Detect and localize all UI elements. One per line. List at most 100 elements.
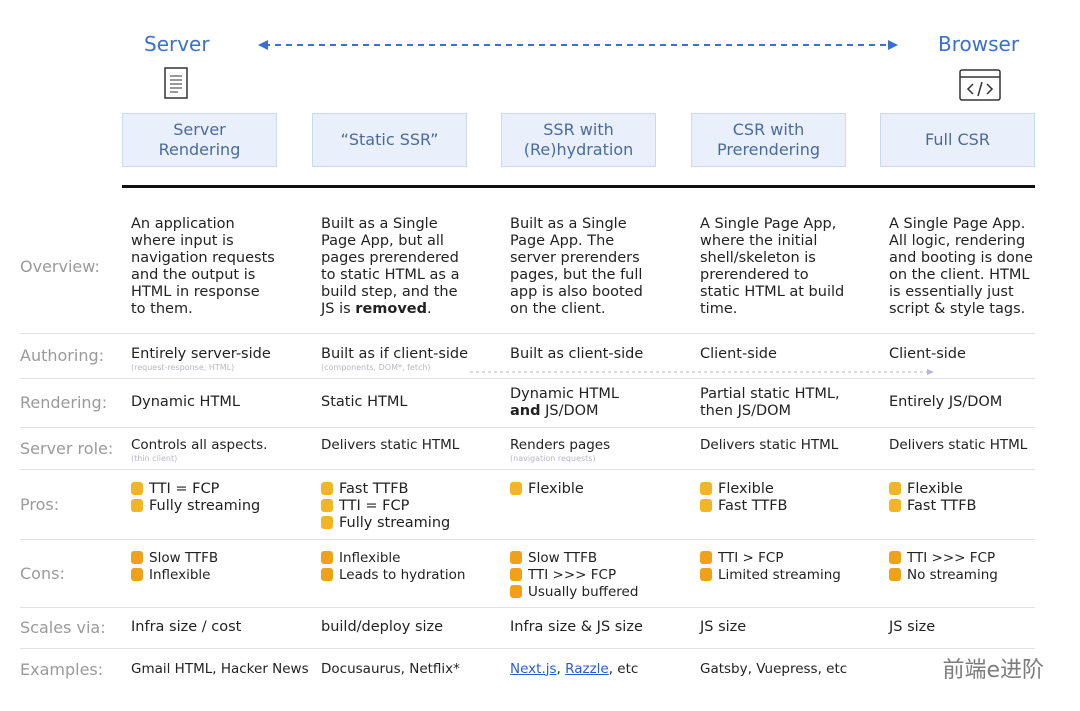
cell-note: (navigation requests)	[510, 454, 596, 463]
cell-line: Gmail HTML, Hacker News	[131, 661, 313, 678]
text: app is also booted	[510, 283, 643, 300]
text: Inflexible	[149, 567, 211, 583]
cell-line: A Single Page App,	[700, 216, 882, 233]
cell-line: app is also booted	[510, 284, 692, 301]
cell-line: to them.	[131, 301, 313, 318]
text: on the client.	[510, 300, 606, 317]
text: time.	[700, 300, 738, 317]
text: static HTML at build	[700, 283, 845, 300]
cell-line: and JS/DOM	[510, 403, 692, 420]
cell: Infra size & JS size	[510, 607, 692, 648]
text: Delivers static HTML	[700, 437, 839, 453]
text: Dynamic HTML	[131, 394, 240, 410]
cell-line: Fast TTFB	[889, 498, 1071, 515]
text: Built as if client-side	[321, 346, 469, 362]
text: pages, but the full	[510, 266, 643, 283]
cell-line: Dynamic HTML	[131, 394, 313, 411]
text: Infra size & JS size	[510, 619, 643, 635]
text: Dynamic HTML	[510, 385, 619, 402]
row-label: Examples:	[20, 659, 104, 679]
cell-line: An application	[131, 216, 313, 233]
cell-line: prerendered to	[700, 267, 882, 284]
thumb-icon	[700, 499, 712, 512]
cell-line: Renders pages	[510, 437, 692, 454]
cell: Entirely JS/DOM	[889, 378, 1071, 427]
cell: TTI > FCP Limited streaming	[700, 550, 882, 584]
cell-line: Fast TTFB	[321, 481, 503, 498]
cell-line: Flexible	[510, 481, 692, 498]
row-label: Cons:	[20, 563, 65, 583]
cell-line: on the client.	[510, 301, 692, 318]
thumb-icon	[131, 499, 143, 512]
cell: Built as a Single Page App, but all pages …	[321, 200, 503, 333]
column-header: Full CSR	[880, 113, 1035, 167]
cell-line: Inflexible	[321, 550, 503, 567]
cell-line: Leads to hydration	[321, 567, 503, 584]
text: Entirely server-side	[131, 346, 271, 362]
text: script & style tags.	[889, 300, 1026, 317]
cell: Delivers static HTML	[321, 437, 503, 454]
text: Slow TTFB	[528, 550, 598, 566]
row-label: Scales via:	[20, 618, 106, 637]
cell-line: Usually buffered	[510, 584, 692, 601]
text: TTI = FCP	[149, 481, 220, 497]
text: to them.	[131, 300, 193, 317]
cell-line: Docusaurus, Netflix*	[321, 661, 503, 678]
cell-line: Client-side	[700, 346, 882, 363]
column-header: Server Rendering	[122, 113, 277, 167]
server-label: Server	[144, 32, 210, 56]
thumb-icon	[700, 551, 712, 564]
cell: A Single Page App. All logic, rendering an…	[889, 200, 1071, 333]
text: server prerenders	[510, 249, 640, 266]
text-run: ,	[556, 660, 566, 677]
cell: Dynamic HTML and JS/DOM	[510, 378, 692, 427]
text: Fully streaming	[149, 498, 261, 514]
text-run: JS is	[321, 300, 356, 317]
row-separator	[20, 648, 1035, 649]
cell: Built as a Single Page App. The server pre…	[510, 200, 692, 333]
cell-line: pages, but the full	[510, 267, 692, 284]
cell-note: (request-response, HTML)	[131, 363, 235, 372]
thumb-icon	[131, 482, 143, 495]
text-run: .	[427, 300, 432, 317]
text: where the initial	[700, 232, 818, 249]
text: pages prerendered	[321, 249, 459, 266]
text: Limited streaming	[718, 567, 841, 583]
text: then JS/DOM	[700, 402, 792, 419]
cell-line: to static HTML as a	[321, 267, 503, 284]
cell-line: Built as a Single	[510, 216, 692, 233]
cell: Delivers static HTML	[700, 437, 882, 454]
text: Delivers static HTML	[889, 437, 1028, 453]
cell-line: build/deploy size	[321, 619, 503, 636]
text: and the output is	[131, 266, 256, 283]
row-separator	[20, 607, 1035, 608]
cell-line: All logic, rendering	[889, 233, 1071, 250]
row-separator	[20, 469, 1035, 470]
row-separator	[20, 378, 1035, 379]
cell-line: Delivers static HTML	[889, 437, 1071, 454]
cell-note: (thin client)	[131, 454, 178, 463]
link[interactable]: Razzle	[565, 660, 609, 677]
text: where input is	[131, 232, 234, 249]
thumb-icon	[321, 551, 333, 564]
text: Delivers static HTML	[321, 437, 460, 453]
cell: Docusaurus, Netflix*	[321, 648, 503, 690]
text: on the client. HTML	[889, 266, 1030, 283]
cell-line: shell/skeleton is	[700, 250, 882, 267]
cell-line: TTI = FCP	[321, 498, 503, 515]
cell: Slow TTFB TTI >>> FCP Usually buffered	[510, 550, 692, 601]
cell-line: TTI >>> FCP	[889, 550, 1071, 567]
text: All logic, rendering	[889, 232, 1026, 249]
cell-line: Page App. The	[510, 233, 692, 250]
cell-line: Page App, but all	[321, 233, 503, 250]
cell-line: Entirely server-side	[131, 346, 313, 363]
cell: Flexible Fast TTFB	[700, 481, 882, 515]
cell: Entirely server-side (request-response, H…	[131, 346, 313, 373]
text: TTI >>> FCP	[907, 550, 996, 566]
thumb-icon	[510, 551, 522, 564]
link[interactable]: Next.js	[510, 660, 557, 677]
text: Docusaurus, Netflix*	[321, 660, 460, 677]
text: Gatsby, Vuepress, etc	[700, 660, 848, 677]
text: Built as a Single	[321, 215, 438, 232]
